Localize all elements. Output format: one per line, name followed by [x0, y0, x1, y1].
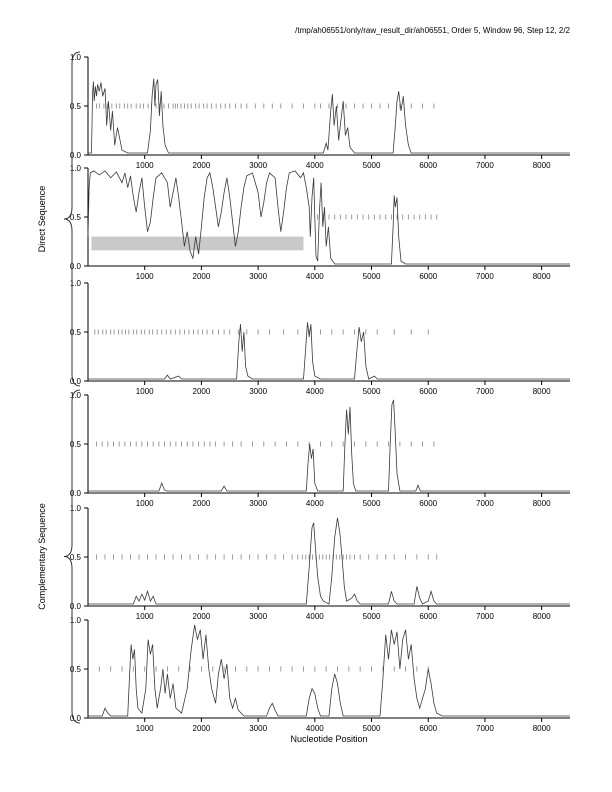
- x-tick-label: 2000: [193, 161, 211, 170]
- y-tick-label: 1.0: [70, 164, 82, 173]
- y-tick-label: 0.0: [70, 151, 82, 160]
- panel-direct-frame-1: 0.0 0.5 1.0 1000 2000 3000 4000 5000 6000 7000 800…: [70, 53, 570, 170]
- y-tick-label: 0.5: [70, 553, 82, 562]
- y-tick-label: 0.5: [70, 328, 82, 337]
- x-tick-label: 4000: [306, 499, 324, 508]
- x-tick-label: 2000: [193, 724, 211, 733]
- y-tick-label: 0.5: [70, 665, 82, 674]
- x-tick-label: 2000: [193, 612, 211, 621]
- probability-curve: [88, 78, 570, 154]
- x-tick-label: 3000: [249, 499, 267, 508]
- x-tick-label: 3000: [249, 387, 267, 396]
- group-brace: [63, 389, 81, 724]
- x-tick-label: 6000: [419, 272, 437, 281]
- x-tick-label: 5000: [363, 612, 381, 621]
- probability-curve: [88, 624, 570, 717]
- x-tick-label: 3000: [249, 612, 267, 621]
- panel-complementary-frame-1: 0.0 0.5 1.0 1000 2000 3000 4000 5000 6000 7000 800…: [70, 391, 570, 508]
- x-tick-label: 7000: [476, 387, 494, 396]
- y-tick-label: 0.5: [70, 213, 82, 222]
- probability-curve: [87, 170, 570, 265]
- x-tick-label: 1000: [136, 161, 154, 170]
- y-tick-label: 1.0: [70, 504, 82, 513]
- y-tick-label: 0.0: [70, 489, 82, 498]
- x-tick-label: 1000: [136, 724, 154, 733]
- probability-curve: [88, 517, 570, 605]
- x-tick-label: 1000: [136, 612, 154, 621]
- x-tick-label: 3000: [249, 272, 267, 281]
- probability-curve: [88, 322, 570, 380]
- x-tick-label: 5000: [363, 724, 381, 733]
- x-tick-label: 4000: [306, 161, 324, 170]
- y-tick-label: 0.0: [70, 377, 82, 386]
- x-tick-label: 8000: [533, 161, 551, 170]
- group-label: Direct Sequence: [37, 186, 47, 253]
- y-tick-label: 1.0: [70, 279, 82, 288]
- x-tick-label: 5000: [363, 272, 381, 281]
- y-tick-label: 0.5: [70, 440, 82, 449]
- panel-direct-frame-3: 0.0 0.5 1.0 1000 2000 3000 4000 5000 6000 7000 800…: [70, 279, 570, 396]
- x-tick-label: 8000: [533, 272, 551, 281]
- x-tick-label: 8000: [533, 612, 551, 621]
- panel-complementary-frame-2: 0.0 0.5 1.0 1000 2000 3000 4000 5000 6000 7000 800…: [70, 504, 570, 621]
- x-tick-label: 7000: [476, 612, 494, 621]
- y-tick-label: 0.0: [70, 714, 82, 723]
- x-tick-label: 6000: [419, 499, 437, 508]
- x-tick-label: 8000: [533, 724, 551, 733]
- y-tick-label: 1.0: [70, 391, 82, 400]
- x-tick-label: 1000: [136, 272, 154, 281]
- y-tick-label: 0.5: [70, 102, 82, 111]
- x-tick-label: 5000: [363, 499, 381, 508]
- x-tick-label: 3000: [249, 724, 267, 733]
- y-tick-label: 0.0: [70, 602, 82, 611]
- panel-complementary-frame-3: 0.0 0.5 1.0 1000 2000 3000 4000 5000 6000 7000 800…: [70, 616, 570, 733]
- x-tick-label: 4000: [306, 387, 324, 396]
- x-tick-label: 2000: [193, 499, 211, 508]
- plot-title: /tmp/ah06551/only/raw_result_dir/ah06551…: [295, 26, 570, 35]
- x-tick-label: 6000: [419, 161, 437, 170]
- x-tick-label: 5000: [363, 387, 381, 396]
- x-tick-label: 1000: [136, 387, 154, 396]
- x-tick-label: 4000: [306, 612, 324, 621]
- group-label: Complementary Sequence: [37, 503, 47, 610]
- y-tick-label: 1.0: [70, 53, 82, 62]
- x-tick-label: 2000: [193, 387, 211, 396]
- x-tick-label: 1000: [136, 499, 154, 508]
- x-tick-label: 6000: [419, 724, 437, 733]
- x-tick-label: 6000: [419, 387, 437, 396]
- x-tick-label: 4000: [306, 272, 324, 281]
- x-tick-label: 8000: [533, 499, 551, 508]
- y-tick-label: 0.0: [70, 262, 82, 271]
- x-tick-label: 7000: [476, 161, 494, 170]
- x-tick-label: 7000: [476, 724, 494, 733]
- x-axis-title: Nucleotide Position: [290, 734, 367, 744]
- x-tick-label: 5000: [363, 161, 381, 170]
- predicted-region-highlight: [91, 236, 304, 251]
- x-tick-label: 7000: [476, 499, 494, 508]
- group-brace: [63, 51, 81, 387]
- x-tick-label: 8000: [533, 387, 551, 396]
- x-tick-label: 4000: [306, 724, 324, 733]
- probability-curve: [88, 399, 570, 492]
- panel-direct-frame-2: 0.0 0.5 1.0 1000 2000 3000 4000 5000 6000 7000 800…: [70, 164, 570, 281]
- x-tick-label: 7000: [476, 272, 494, 281]
- x-tick-label: 6000: [419, 612, 437, 621]
- x-tick-label: 2000: [193, 272, 211, 281]
- x-tick-label: 3000: [249, 161, 267, 170]
- y-tick-label: 1.0: [70, 616, 82, 625]
